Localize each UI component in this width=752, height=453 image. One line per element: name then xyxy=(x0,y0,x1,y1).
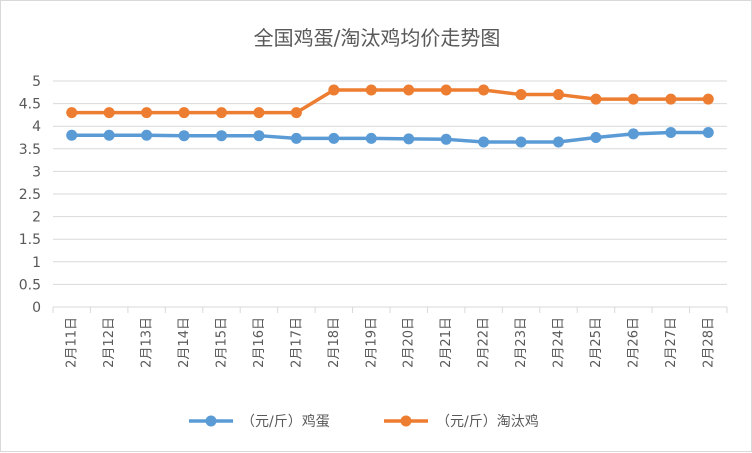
x-tick-label: 2月20日 xyxy=(402,317,417,368)
x-tick-label: 2月15日 xyxy=(215,317,230,368)
x-tick-label: 2月14日 xyxy=(177,317,192,368)
data-point xyxy=(328,132,340,144)
data-point xyxy=(216,107,227,119)
data-point xyxy=(590,93,602,105)
data-point xyxy=(178,107,190,119)
y-tick-label: 3.5 xyxy=(19,142,41,158)
legend: （元/斤）鸡蛋 （元/斤）淘汰鸡 xyxy=(189,413,539,430)
data-point xyxy=(553,136,564,148)
legend-label-1: （元/斤）淘汰鸡 xyxy=(436,413,539,430)
data-point xyxy=(103,129,115,141)
data-point xyxy=(141,107,153,119)
legend-marker-0 xyxy=(205,415,217,427)
x-tick-label: 2月25日 xyxy=(589,317,604,368)
y-tick-label: 0 xyxy=(32,300,41,316)
x-tick-label: 2月21日 xyxy=(439,317,454,368)
data-point xyxy=(590,132,602,143)
data-point xyxy=(328,84,340,96)
data-point xyxy=(665,93,677,105)
x-tick-label: 2月11日 xyxy=(65,317,80,368)
gridlines xyxy=(53,80,727,308)
y-tick-label: 4.5 xyxy=(19,97,41,113)
x-tick-label: 2月18日 xyxy=(327,317,342,368)
axes: 0 0.5 1 1.5 2 2.5 3 3.5 4 4.5 5 2月11日 2月12日 2月13日 2月14… xyxy=(19,74,728,368)
data-point xyxy=(103,107,115,119)
data-point xyxy=(290,132,302,144)
x-tick-label: 2月24日 xyxy=(552,317,567,368)
data-point xyxy=(253,107,265,119)
data-point xyxy=(403,84,415,96)
x-tick-label: 2月16日 xyxy=(252,317,267,368)
y-tick-label: 2 xyxy=(32,210,41,226)
data-point xyxy=(216,130,227,142)
x-tick-label: 2月13日 xyxy=(140,317,155,368)
legend-label-0: （元/斤）鸡蛋 xyxy=(241,413,330,430)
y-tick-label: 1 xyxy=(32,255,41,271)
x-tick-label: 2月27日 xyxy=(664,317,679,368)
data-point xyxy=(403,133,415,145)
y-tick-label: 3 xyxy=(32,164,41,180)
data-point xyxy=(178,130,190,142)
data-point xyxy=(141,129,153,141)
data-point xyxy=(478,84,490,96)
data-point xyxy=(702,127,714,139)
series-line-0 xyxy=(69,130,711,144)
data-point xyxy=(553,89,564,101)
data-point xyxy=(66,107,78,119)
y-tick-label: 2.5 xyxy=(19,187,41,203)
x-tick-label: 2月26日 xyxy=(626,317,641,368)
y-tick-label: 0.5 xyxy=(19,277,41,293)
data-point xyxy=(627,93,639,105)
data-point xyxy=(515,89,527,101)
x-tick-label: 2月12日 xyxy=(102,317,117,368)
x-tick-label: 2月19日 xyxy=(364,317,379,368)
data-point xyxy=(440,133,452,145)
y-tick-label: 5 xyxy=(32,74,41,90)
data-point xyxy=(702,93,714,105)
x-tick-label: 2月22日 xyxy=(477,317,492,368)
data-point xyxy=(66,129,78,141)
legend-marker-1 xyxy=(400,415,412,427)
data-point xyxy=(627,128,639,140)
y-tick-label: 4 xyxy=(32,119,41,135)
data-point xyxy=(253,130,265,142)
series-line-1 xyxy=(69,88,711,115)
data-point xyxy=(440,84,452,96)
data-point xyxy=(515,136,527,148)
data-point xyxy=(365,132,377,144)
chart-title: 全国鸡蛋/淘汰鸡均价走势图 xyxy=(254,26,501,50)
y-tick-label: 1.5 xyxy=(19,232,41,248)
data-point xyxy=(365,84,377,96)
data-point xyxy=(290,107,302,119)
data-point xyxy=(478,136,490,148)
x-tick-label: 2月17日 xyxy=(289,317,304,368)
series-lines xyxy=(66,84,714,148)
x-tick-label: 2月23日 xyxy=(514,317,529,368)
data-point xyxy=(665,127,677,139)
x-tick-label: 2月28日 xyxy=(701,317,716,368)
